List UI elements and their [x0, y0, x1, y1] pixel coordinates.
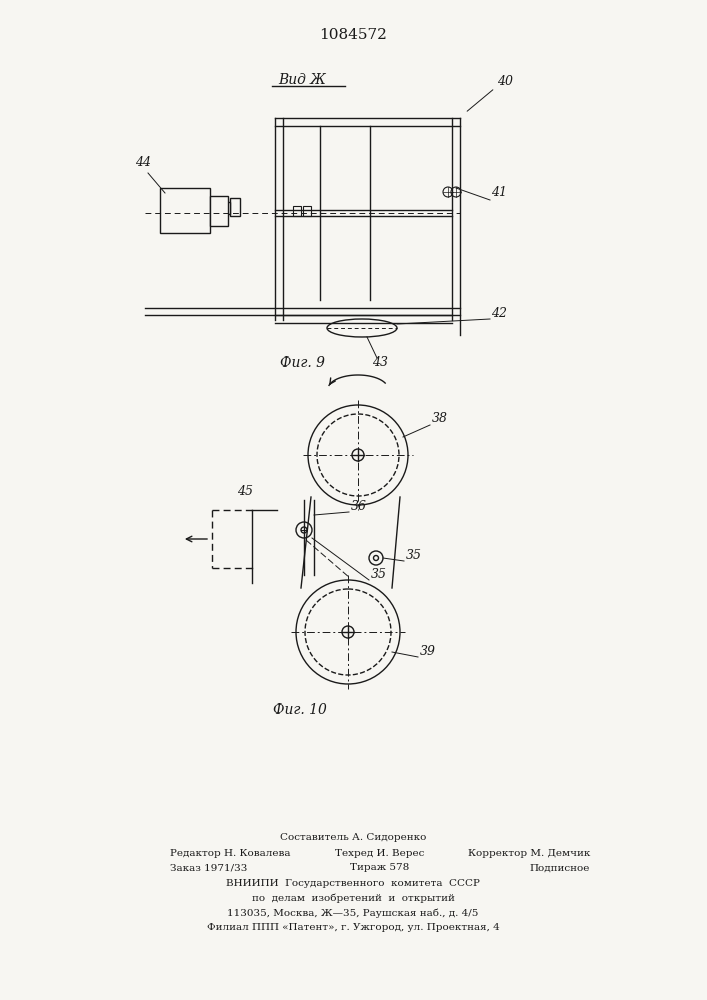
FancyBboxPatch shape	[220, 202, 230, 214]
Text: по  делам  изобретений  и  открытий: по делам изобретений и открытий	[252, 893, 455, 903]
Circle shape	[369, 551, 383, 565]
Circle shape	[352, 449, 364, 461]
Text: Редактор Н. Ковалева: Редактор Н. Ковалева	[170, 848, 291, 857]
Text: 113035, Москва, Ж—35, Раушская наб., д. 4/5: 113035, Москва, Ж—35, Раушская наб., д. …	[228, 908, 479, 918]
Circle shape	[443, 187, 453, 197]
Ellipse shape	[327, 319, 397, 337]
Circle shape	[317, 414, 399, 496]
Text: Фиг. 10: Фиг. 10	[273, 703, 327, 717]
Circle shape	[301, 527, 307, 533]
FancyBboxPatch shape	[210, 196, 228, 226]
Text: 43: 43	[372, 356, 388, 369]
Text: 35: 35	[371, 568, 387, 581]
Text: Тираж 578: Тираж 578	[351, 863, 409, 872]
Circle shape	[342, 626, 354, 638]
Text: ВНИИПИ  Государственного  комитета  СССР: ВНИИПИ Государственного комитета СССР	[226, 879, 480, 888]
Circle shape	[451, 187, 461, 197]
Text: Фиг. 9: Фиг. 9	[281, 356, 325, 370]
Text: 1084572: 1084572	[319, 28, 387, 42]
Circle shape	[373, 556, 378, 560]
Circle shape	[305, 589, 391, 675]
Circle shape	[296, 522, 312, 538]
Text: 35: 35	[406, 549, 422, 562]
Text: Техред И. Верес: Техред И. Верес	[335, 848, 425, 857]
Text: Филиал ППП «Патент», г. Ужгород, ул. Проектная, 4: Филиал ППП «Патент», г. Ужгород, ул. Про…	[206, 924, 499, 932]
FancyBboxPatch shape	[303, 206, 311, 216]
Text: 42: 42	[491, 307, 507, 320]
FancyBboxPatch shape	[230, 198, 240, 216]
Text: 36: 36	[351, 500, 367, 513]
Text: 40: 40	[497, 75, 513, 88]
Text: 38: 38	[432, 412, 448, 425]
Text: Вид Ж: Вид Ж	[278, 73, 326, 87]
Text: 45: 45	[237, 485, 253, 498]
Text: Заказ 1971/33: Заказ 1971/33	[170, 863, 247, 872]
FancyBboxPatch shape	[293, 206, 301, 216]
Text: Подписное: Подписное	[530, 863, 590, 872]
Text: 44: 44	[135, 156, 151, 169]
Text: 39: 39	[420, 645, 436, 658]
Text: Корректор М. Демчик: Корректор М. Демчик	[467, 848, 590, 857]
FancyBboxPatch shape	[160, 188, 210, 233]
Circle shape	[308, 405, 408, 505]
Text: Составитель А. Сидоренко: Составитель А. Сидоренко	[280, 834, 426, 842]
Text: 41: 41	[491, 186, 507, 199]
Circle shape	[296, 580, 400, 684]
